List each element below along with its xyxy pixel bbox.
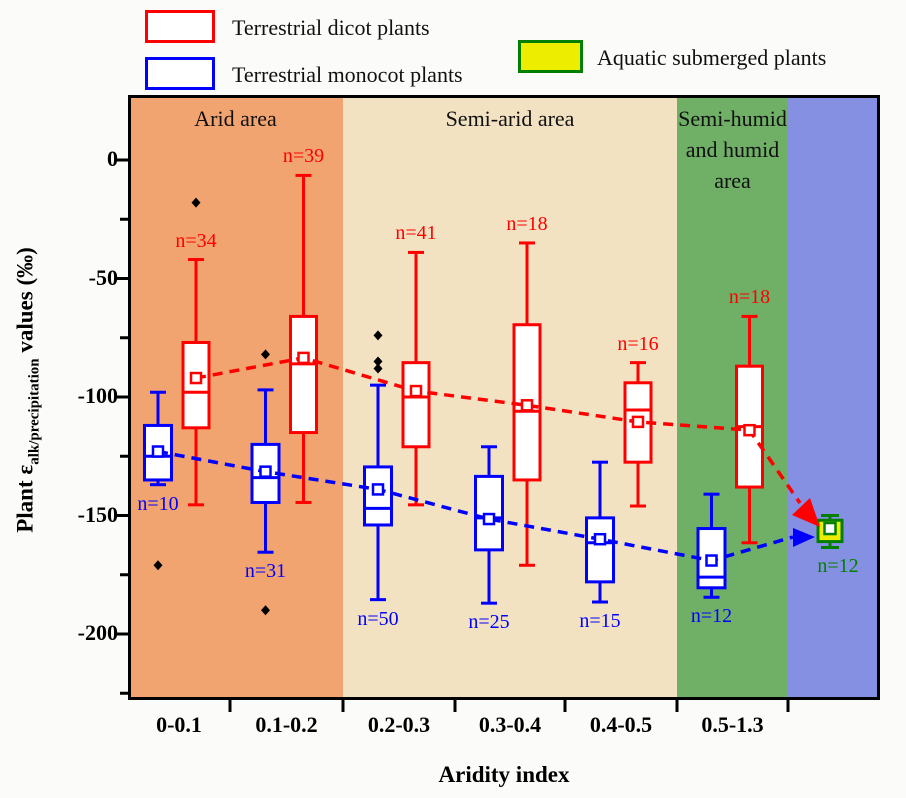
y-tick-label: -50 [88, 264, 118, 290]
n-label-dicot: n=18 [506, 212, 548, 235]
mean-marker [409, 384, 423, 398]
mean-marker [631, 415, 645, 429]
x-tick-label: 0-0.1 [156, 712, 202, 737]
x-tick-label: 0.5-1.3 [701, 712, 764, 737]
legend-swatch-aquatic [518, 40, 583, 73]
n-label-aquatic: n=12 [817, 555, 859, 578]
mean-marker [823, 521, 837, 536]
n-label-monocot: n=31 [244, 560, 287, 583]
dicot-arrowhead [792, 498, 820, 527]
box-iqr [363, 465, 393, 527]
x-tick-label: 0.1-0.2 [255, 712, 318, 737]
outlier-diamond [153, 560, 163, 571]
y-title-suffix: values (‰) [12, 247, 38, 359]
zone-title-semi-arid: Semi-arid area [445, 106, 575, 131]
n-label-dicot: n=34 [175, 229, 217, 252]
mean-marker [151, 445, 165, 458]
mean-marker [259, 465, 272, 478]
y-tick-label: -150 [77, 501, 118, 527]
legend-label-aquatic: Aquatic submerged plants [597, 45, 827, 70]
boxplot-svg [115, 95, 880, 712]
n-label-dicot: n=39 [282, 145, 325, 168]
zone-semi-humid [677, 95, 788, 700]
n-label-dicot: n=41 [395, 222, 437, 245]
zone-title-semi-humid: and humid [685, 137, 780, 162]
n-label-monocot: n=50 [357, 607, 399, 630]
y-axis-title: Plant εalk/precipitation values (‰) [13, 247, 44, 533]
box-iqr [289, 314, 318, 435]
monocot-arrowhead [793, 528, 815, 547]
x-tick-label: 0.2-0.3 [367, 712, 431, 737]
n-label-monocot: n=12 [690, 605, 733, 628]
zone-aquatic-zone [788, 95, 880, 700]
x-tick-label: 0.4-0.5 [589, 712, 653, 737]
n-label-monocot: n=15 [579, 610, 621, 632]
box-iqr [181, 340, 211, 430]
legend-swatch-dicot [145, 10, 215, 43]
mean-marker [593, 532, 607, 546]
y-title-subscript: alk/precipitation [26, 358, 43, 465]
legend-swatch-monocot [145, 57, 215, 90]
outlier-diamond [261, 605, 270, 616]
y-tick-label: -100 [77, 383, 118, 408]
plot-area [115, 95, 880, 712]
box-iqr [585, 516, 615, 584]
mean-marker [520, 399, 534, 412]
n-label-dicot: n=18 [728, 286, 771, 309]
outlier-diamond [261, 349, 270, 360]
outlier-diamond [191, 197, 201, 208]
legend-label-dicot: Terrestrial dicot plants [232, 15, 430, 40]
y-title-prefix: Plant [12, 474, 38, 533]
mean-marker [705, 554, 718, 567]
plot-frame [128, 95, 880, 700]
zone-title-semi-humid: area [714, 168, 751, 193]
n-label-dicot: n=16 [617, 332, 659, 355]
outlier-diamond [373, 363, 383, 374]
mean-marker [371, 483, 385, 496]
mean-marker [743, 423, 756, 437]
mean-marker [189, 371, 203, 385]
y-tick-label: -200 [77, 620, 118, 645]
mean-marker [482, 512, 496, 526]
legend-label-monocot: Terrestrial monocot plants [232, 62, 463, 87]
outlier-diamond [373, 330, 383, 341]
outlier-diamond [373, 356, 383, 367]
zone-title-arid: Arid area [194, 106, 277, 131]
y-title-epsilon: ε [12, 464, 38, 475]
x-axis-title: Aridity index [438, 762, 570, 787]
x-tick-label: 0.3-0.4 [478, 712, 542, 737]
n-label-monocot: n=25 [468, 611, 510, 634]
y-tick-label: 0 [107, 146, 118, 171]
zone-semi-arid [343, 95, 677, 700]
zone-title-semi-humid: Semi-humid [678, 106, 787, 131]
n-label-monocot: n=10 [137, 492, 179, 515]
mean-marker [297, 351, 310, 365]
box-iqr [401, 361, 431, 449]
